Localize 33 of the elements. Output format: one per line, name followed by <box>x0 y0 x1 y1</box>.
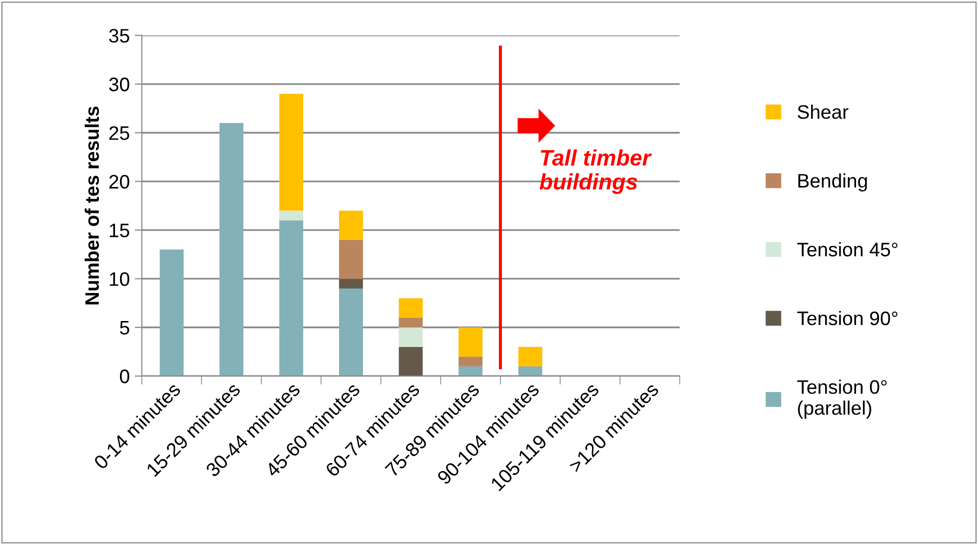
y-tick-label: 5 <box>120 321 130 335</box>
y-tick-label: 25 <box>109 126 130 140</box>
annotation: Tall timber buildings <box>540 149 652 194</box>
bar <box>339 288 363 376</box>
y-tick-label: 30 <box>109 78 130 92</box>
bar <box>339 278 363 288</box>
legend-label: Tension 90° <box>797 310 898 326</box>
bar <box>160 250 184 376</box>
bar <box>518 346 542 366</box>
legend-label: Tension 45° <box>797 242 898 256</box>
bar <box>398 318 423 328</box>
bar <box>339 240 363 279</box>
y-tick-label: 10 <box>110 272 130 286</box>
legend-label: Tension 0° (parallel) <box>797 380 887 419</box>
bar <box>398 298 423 318</box>
bar <box>458 366 482 376</box>
legend-label: Bending <box>798 173 867 192</box>
bar <box>398 327 423 347</box>
bar <box>518 366 542 376</box>
bar <box>279 210 304 220</box>
bar <box>458 327 482 357</box>
bar <box>279 94 304 211</box>
y-axis-title: Number of tes results <box>84 106 99 304</box>
y-tick-label: 0 <box>120 370 130 384</box>
bar <box>458 356 482 366</box>
legend-label: Shear <box>798 104 848 119</box>
bar <box>220 123 244 376</box>
y-tick-label: 35 <box>109 28 130 43</box>
bar <box>398 346 423 376</box>
bar <box>339 210 363 240</box>
y-tick-label: 15 <box>110 224 130 238</box>
y-tick-label: 20 <box>109 174 130 189</box>
bar <box>279 220 304 376</box>
